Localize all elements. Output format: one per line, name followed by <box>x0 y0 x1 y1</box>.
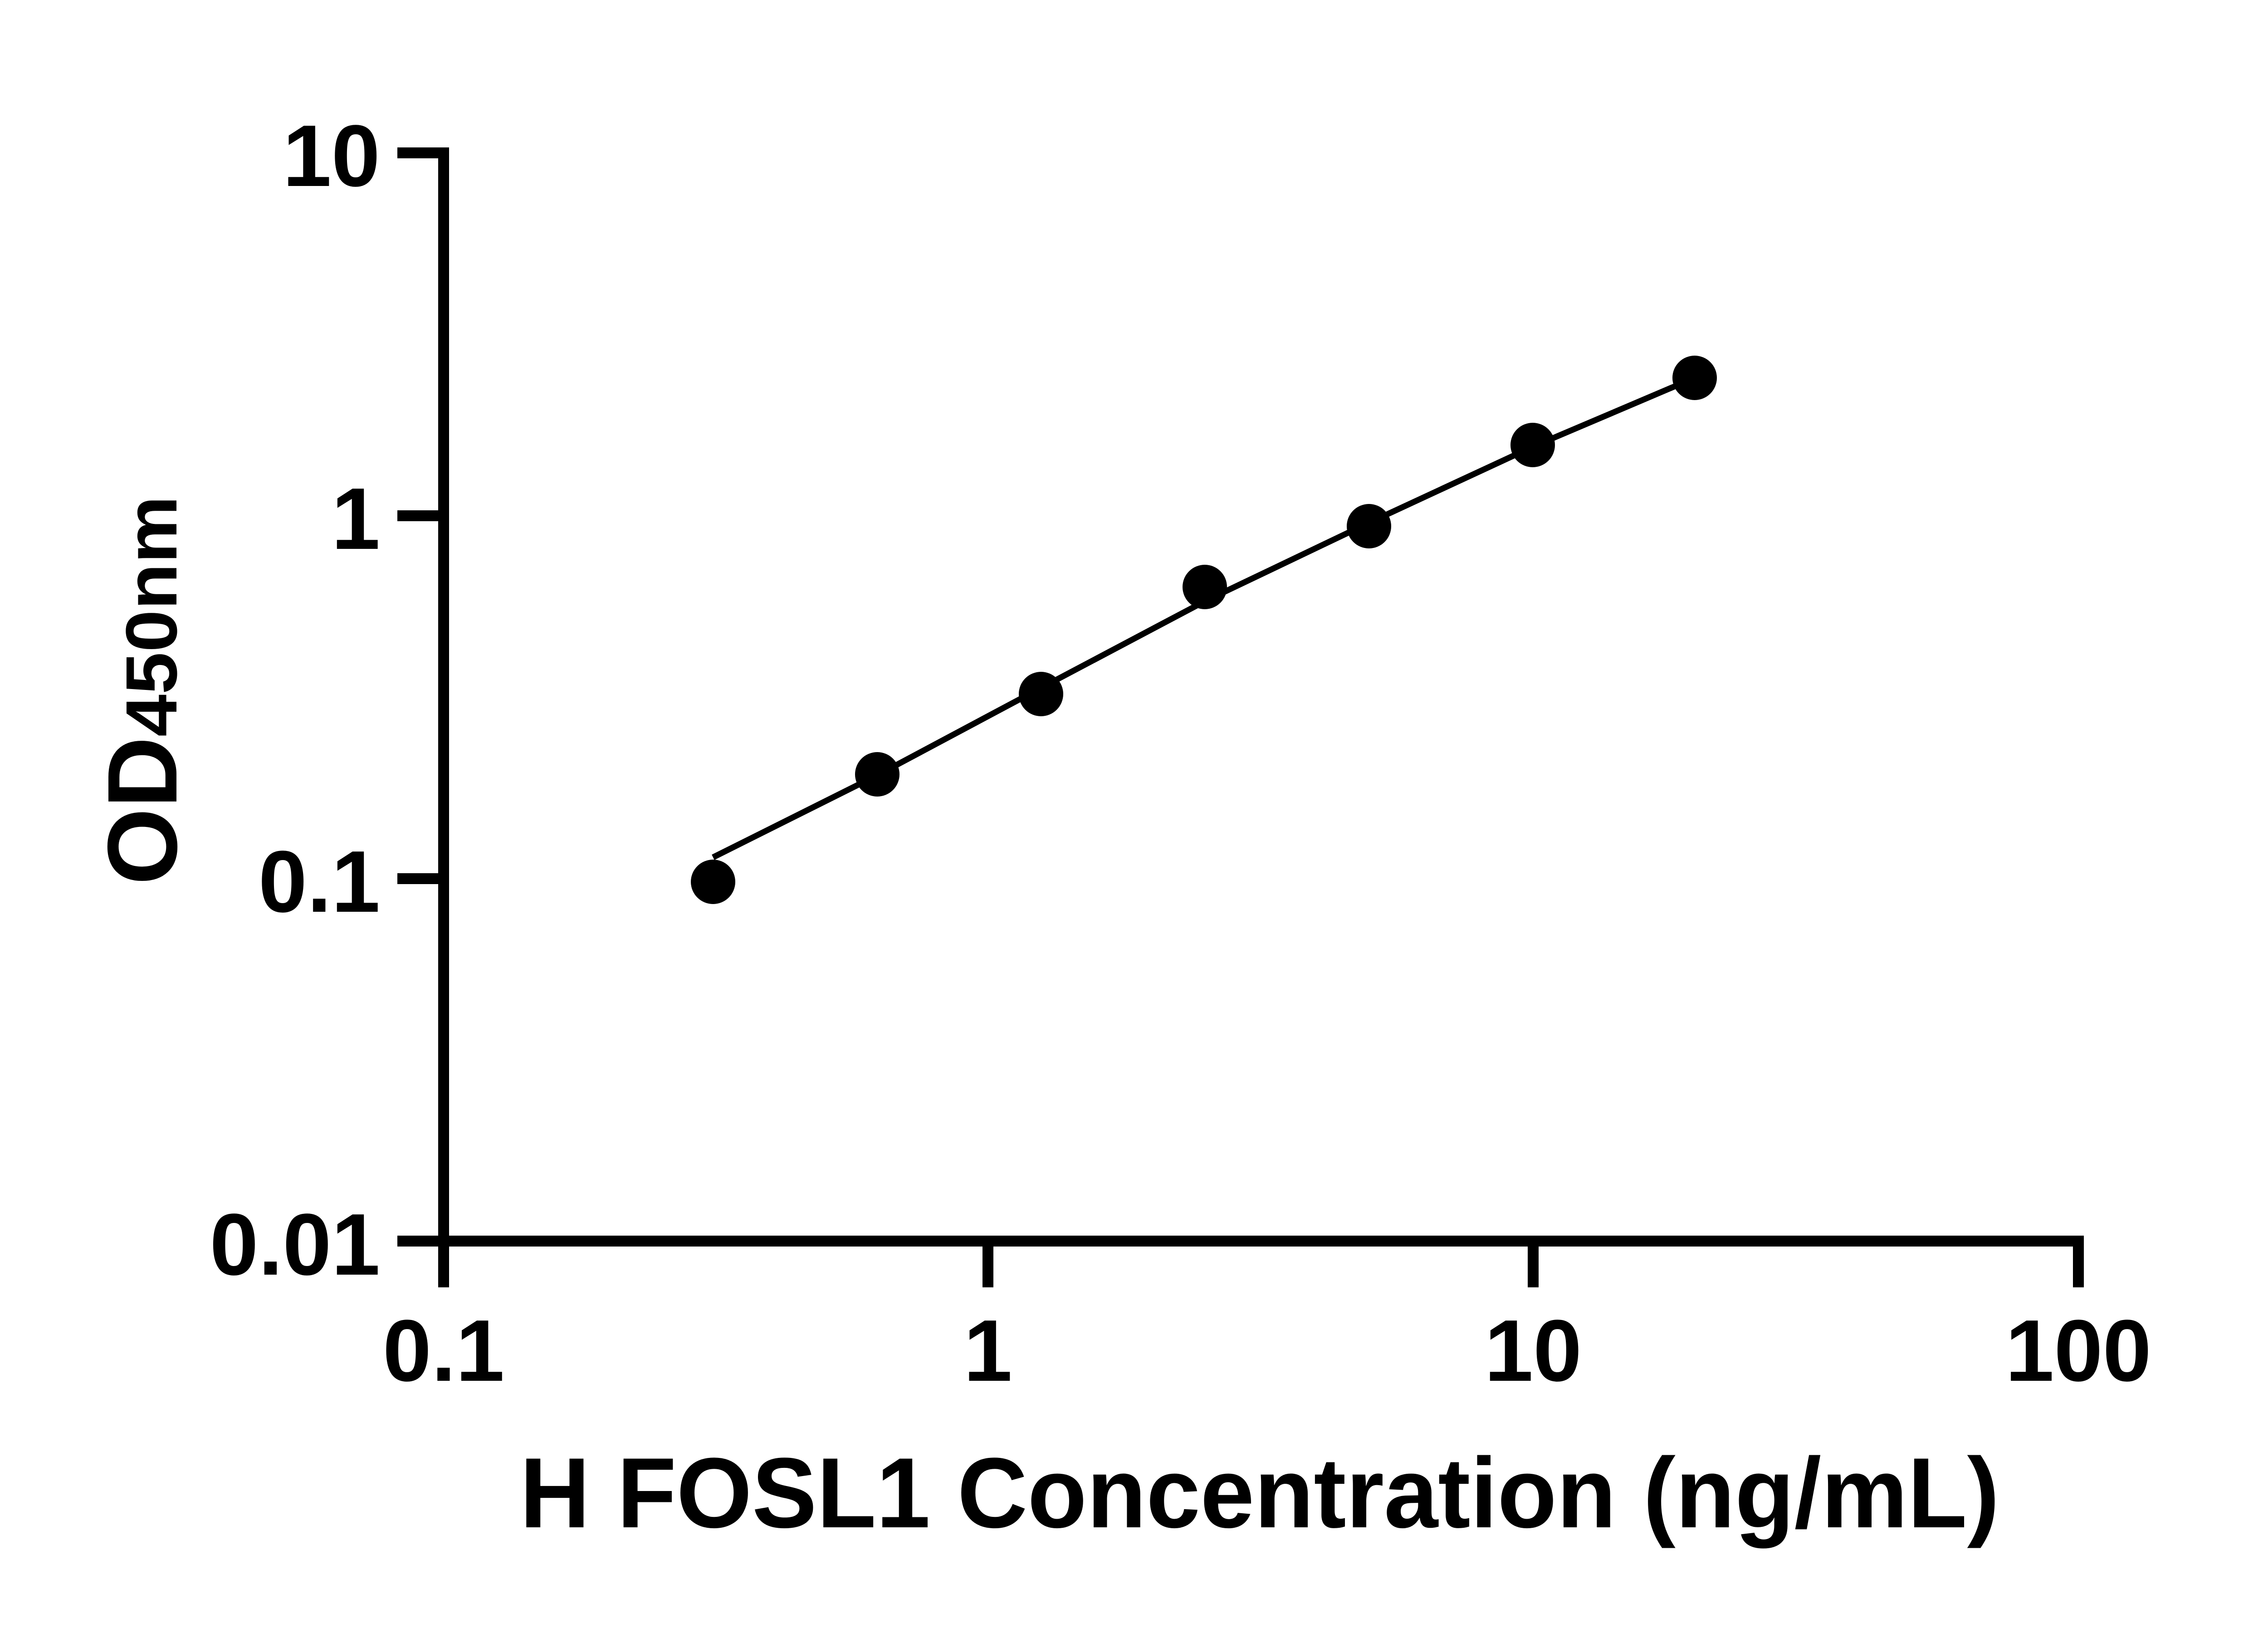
svg-text:0.1: 0.1 <box>259 832 380 930</box>
svg-text:OD450nm: OD450nm <box>88 496 198 885</box>
svg-text:0.01: 0.01 <box>210 1195 380 1293</box>
svg-text:10: 10 <box>1485 1301 1582 1399</box>
svg-text:0.1: 0.1 <box>383 1301 504 1399</box>
svg-text:100: 100 <box>2005 1301 2151 1399</box>
svg-text:1: 1 <box>963 1301 1012 1399</box>
svg-text:10: 10 <box>283 107 380 205</box>
svg-text:1: 1 <box>332 469 380 567</box>
svg-text:H FOSL1 Concentration (ng/mL): H FOSL1 Concentration (ng/mL) <box>520 1437 1999 1549</box>
